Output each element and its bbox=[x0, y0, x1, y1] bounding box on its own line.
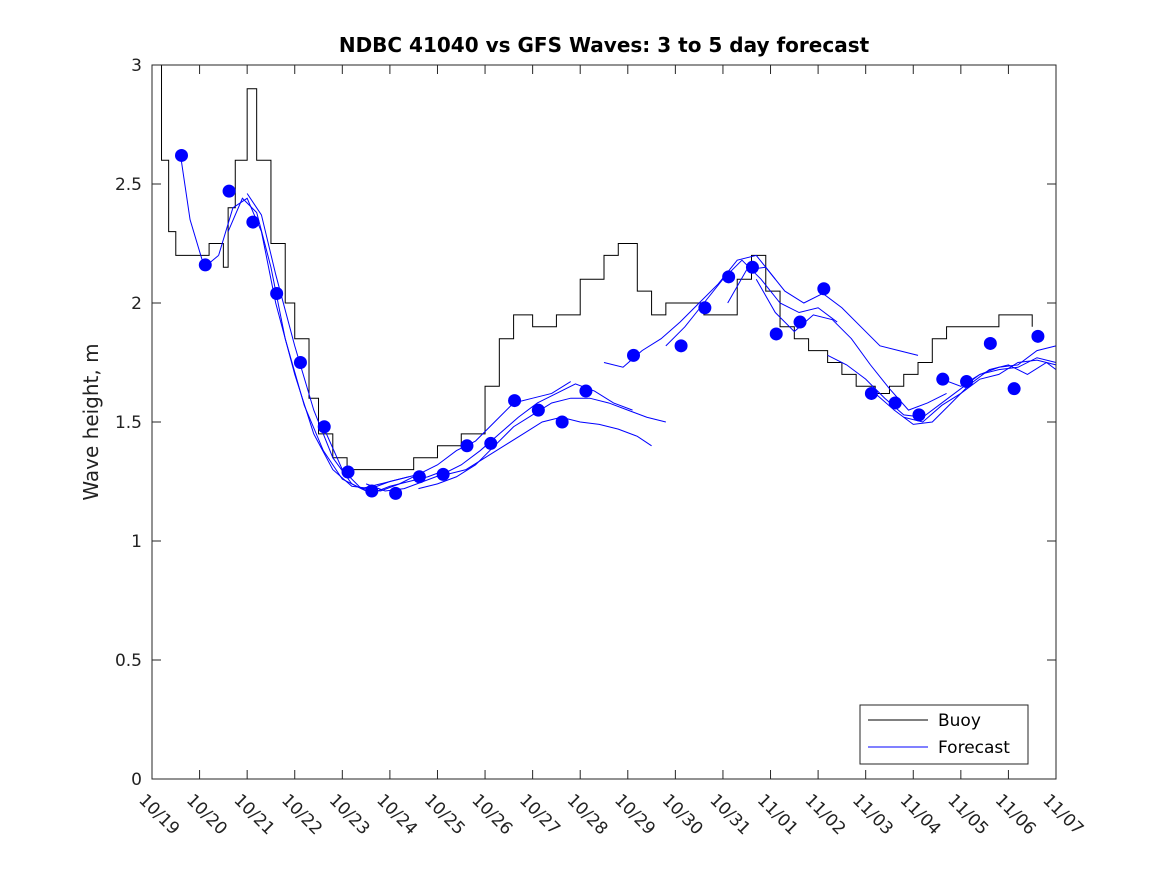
forecast-line-11 bbox=[755, 278, 947, 411]
y-tick-label: 1 bbox=[131, 532, 142, 552]
forecast-marker bbox=[745, 260, 759, 274]
forecast-marker bbox=[936, 372, 950, 386]
forecast-line-7 bbox=[446, 416, 652, 475]
legend-forecast-label: Forecast bbox=[938, 738, 1010, 758]
forecast-marker bbox=[293, 356, 307, 369]
forecast-marker bbox=[412, 470, 426, 484]
forecast-marker bbox=[698, 301, 712, 315]
data-layer bbox=[159, 64, 1057, 500]
forecast-marker bbox=[246, 215, 260, 229]
forecast-marker bbox=[531, 403, 545, 417]
forecast-marker bbox=[198, 258, 212, 272]
forecast-line-14 bbox=[903, 359, 1057, 423]
forecast-marker bbox=[960, 375, 974, 389]
forecast-marker bbox=[1031, 329, 1045, 343]
forecast-marker bbox=[817, 282, 831, 296]
forecast-marker bbox=[317, 420, 331, 434]
y-tick-label: 1.5 bbox=[115, 413, 142, 433]
forecast-line-12 bbox=[827, 354, 1057, 418]
forecast-marker bbox=[484, 436, 498, 450]
forecast-line-2 bbox=[227, 197, 419, 490]
y-tick-label: 2.5 bbox=[115, 175, 142, 195]
legend: Buoy Forecast bbox=[859, 704, 1029, 765]
forecast-marker bbox=[864, 386, 878, 400]
forecast-line-0 bbox=[180, 155, 219, 269]
forecast-marker bbox=[722, 270, 736, 284]
y-tick-label: 2 bbox=[131, 294, 142, 314]
legend-buoy-label: Buoy bbox=[938, 711, 981, 731]
forecast-line-4 bbox=[322, 381, 571, 492]
forecast-marker bbox=[579, 384, 593, 398]
forecast-marker bbox=[508, 394, 522, 408]
forecast-marker bbox=[222, 184, 236, 198]
y-tick-label: 0 bbox=[131, 770, 142, 790]
y-axis-label: Wave height, m bbox=[79, 343, 103, 500]
forecast-marker bbox=[389, 486, 403, 500]
forecast-marker bbox=[769, 327, 783, 341]
forecast-marker bbox=[174, 148, 188, 162]
forecast-marker bbox=[460, 439, 474, 453]
chart-title: NDBC 41040 vs GFS Waves: 3 to 5 day fore… bbox=[339, 33, 870, 57]
forecast-marker bbox=[365, 484, 379, 498]
y-axis-ticks: 0 0.5 1 1.5 2 2.5 3 bbox=[115, 56, 1056, 790]
plot-area bbox=[152, 65, 1056, 779]
forecast-marker bbox=[674, 339, 688, 353]
y-tick-label: 0.5 bbox=[115, 651, 142, 671]
y-tick-label: 3 bbox=[131, 56, 142, 76]
forecast-marker bbox=[555, 415, 569, 429]
forecast-marker bbox=[983, 336, 997, 350]
forecast-marker bbox=[436, 467, 450, 481]
forecast-marker bbox=[912, 408, 926, 422]
forecast-marker bbox=[341, 465, 355, 479]
forecast-marker bbox=[1007, 382, 1021, 396]
forecast-marker bbox=[626, 348, 640, 362]
forecast-line-15 bbox=[941, 345, 1057, 387]
forecast-marker bbox=[270, 286, 284, 300]
legend-box bbox=[859, 704, 1029, 765]
forecast-marker bbox=[888, 396, 902, 410]
forecast-marker bbox=[793, 315, 807, 329]
